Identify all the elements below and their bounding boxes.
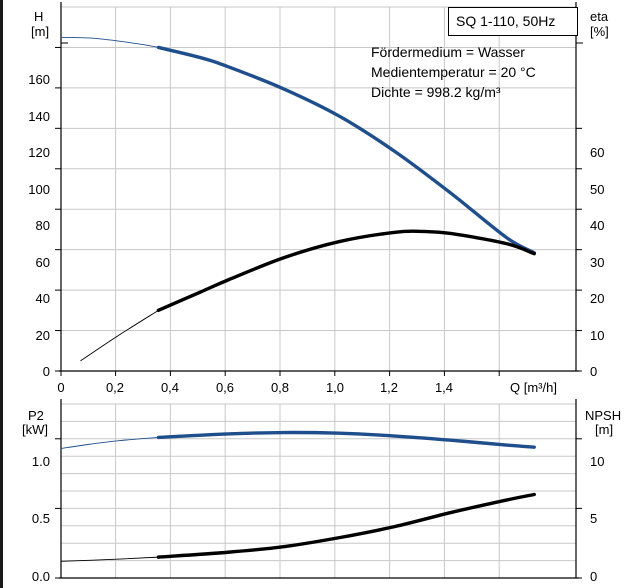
top-left-tick-label: 40 bbox=[35, 291, 50, 306]
x-tick-label: 0,4 bbox=[160, 380, 180, 395]
top-left-tick-label: 60 bbox=[35, 255, 50, 270]
top-series-0-thin bbox=[60, 36, 159, 48]
top-right-tick-label: 50 bbox=[590, 182, 605, 197]
bottom-series-1-thin bbox=[60, 556, 159, 562]
x-tick-label: 1,0 bbox=[325, 380, 345, 395]
bottom-left-tick-label: 0.0 bbox=[31, 569, 50, 584]
left-border-bar bbox=[0, 0, 3, 588]
top-left-tick-label: 20 bbox=[35, 328, 50, 343]
top-right-tick-label: 40 bbox=[590, 218, 605, 233]
x-tick-label: 0,8 bbox=[270, 380, 290, 395]
head-efficiency-plot bbox=[55, 2, 583, 376]
x-tick-label: 0 bbox=[57, 380, 65, 395]
top-left-tick-label: 160 bbox=[28, 72, 50, 87]
bottom-right-axis-label-2: [m] bbox=[595, 422, 614, 437]
top-series-1-line bbox=[156, 229, 536, 313]
bottom-series-0-line bbox=[156, 430, 536, 449]
annotation-temperature: Medientemperatur = 20 °C bbox=[371, 64, 536, 80]
annotation-density: Dichte = 998.2 kg/m³ bbox=[371, 84, 501, 100]
bottom-series-1-line bbox=[156, 492, 536, 559]
chart-title-box bbox=[448, 7, 578, 36]
top-left-tick-label: 100 bbox=[28, 182, 50, 197]
top-right-tick-label: 0 bbox=[590, 364, 598, 379]
top-left-tick-label: 140 bbox=[28, 109, 50, 124]
top-right-axis-label-1: eta bbox=[590, 9, 609, 24]
x-tick-label: 1,4 bbox=[434, 380, 454, 395]
top-series-1-thin bbox=[80, 309, 159, 362]
bottom-right-tick-label: 0 bbox=[590, 569, 598, 584]
top-series-0-line bbox=[156, 45, 536, 255]
top-left-tick-label: 80 bbox=[35, 218, 50, 233]
x-tick-label: 0,6 bbox=[215, 380, 235, 395]
bottom-series-0-thin bbox=[60, 436, 159, 449]
bottom-left-axis-label-2: [kW] bbox=[22, 422, 48, 437]
top-right-tick-label: 10 bbox=[590, 328, 605, 343]
top-right-tick-label: 30 bbox=[590, 255, 605, 270]
x-tick-label: 0,2 bbox=[105, 380, 125, 395]
bottom-left-tick-label: 1.0 bbox=[31, 454, 50, 469]
bottom-left-axis-label-1: P2 bbox=[28, 408, 44, 423]
bottom-left-tick-label: 0.5 bbox=[31, 511, 50, 526]
top-left-axis-label-1: H bbox=[34, 9, 44, 24]
top-left-axis-label-2: [m] bbox=[31, 24, 50, 39]
chart-title: SQ 1-110, 50Hz bbox=[456, 13, 556, 29]
top-left-tick-label: 120 bbox=[28, 145, 50, 160]
top-right-axis-label-2: [%] bbox=[590, 24, 609, 39]
x-tick-label: 1,2 bbox=[379, 380, 399, 395]
annotation-medium: Fördermedium = Wasser bbox=[371, 44, 525, 60]
x-axis-label: Q [m³/h] bbox=[510, 380, 557, 395]
bottom-right-tick-label: 5 bbox=[590, 511, 598, 526]
top-right-tick-label: 60 bbox=[590, 145, 605, 160]
bottom-right-axis-label-1: NPSH bbox=[585, 408, 622, 423]
top-left-tick-label: 0 bbox=[42, 364, 50, 379]
top-right-tick-label: 20 bbox=[590, 291, 605, 306]
bottom-right-tick-label: 10 bbox=[590, 454, 605, 469]
